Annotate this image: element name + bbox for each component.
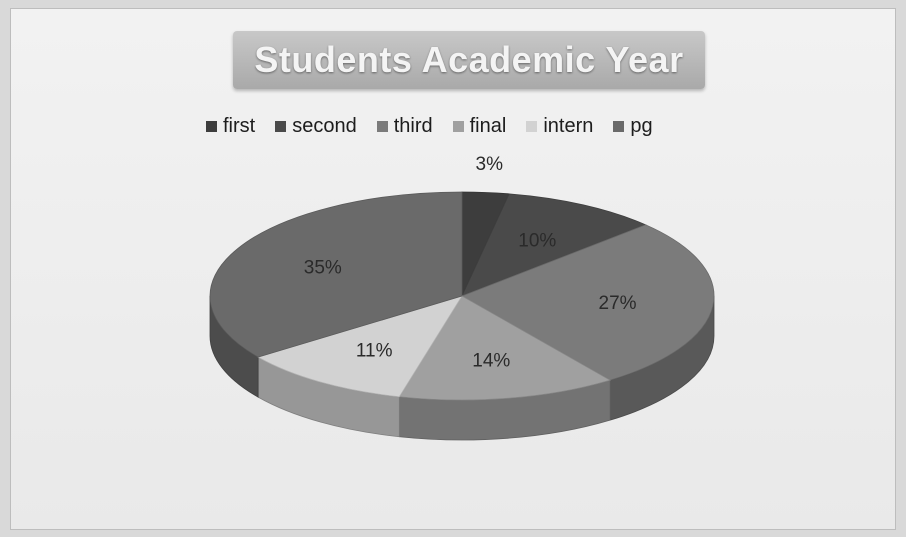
legend-item-third: third (376, 115, 433, 138)
data-label-pg: 35% (304, 258, 342, 279)
legend-item-intern: intern (526, 115, 593, 138)
data-label-second: 10% (518, 230, 556, 251)
legend-swatch-intern (526, 121, 538, 132)
data-label-first: 3% (476, 154, 504, 175)
chart-area: Students Academic Year first second thir… (10, 8, 896, 530)
data-label-final: 14% (472, 350, 510, 371)
legend-swatch-second (275, 121, 287, 132)
legend-label-second: second (292, 115, 357, 137)
pie-slice-final (398, 295, 612, 401)
chart-title-box: Students Academic Year (233, 31, 705, 89)
legend-swatch-third (376, 121, 388, 132)
legend-label-intern: intern (543, 115, 594, 137)
legend-label-final: final (469, 115, 507, 137)
chart-legend: first second third final intern pg (206, 115, 653, 138)
legend-item-first: first (206, 115, 255, 138)
pie-slices (209, 191, 715, 401)
legend-label-pg: pg (630, 115, 653, 137)
legend-swatch-final (452, 121, 464, 132)
legend-item-second: second (275, 115, 357, 138)
legend-label-first: first (223, 115, 256, 137)
legend-item-pg: pg (613, 115, 653, 138)
data-label-intern: 11% (356, 340, 393, 361)
pie-slice-second (461, 193, 647, 297)
pie-data-labels: 3% 10% 27% 14% 11% 35% (304, 154, 637, 371)
data-label-third: 27% (599, 293, 637, 314)
pie-slice-third (461, 224, 715, 381)
legend-swatch-first (206, 121, 217, 132)
pie-slice-intern (257, 295, 463, 398)
pie-slice-pg (209, 191, 463, 358)
chart-title: Students Academic Year (254, 39, 684, 80)
legend-item-final: final (452, 115, 507, 138)
legend-label-third: third (393, 115, 433, 137)
legend-swatch-pg (613, 121, 625, 132)
